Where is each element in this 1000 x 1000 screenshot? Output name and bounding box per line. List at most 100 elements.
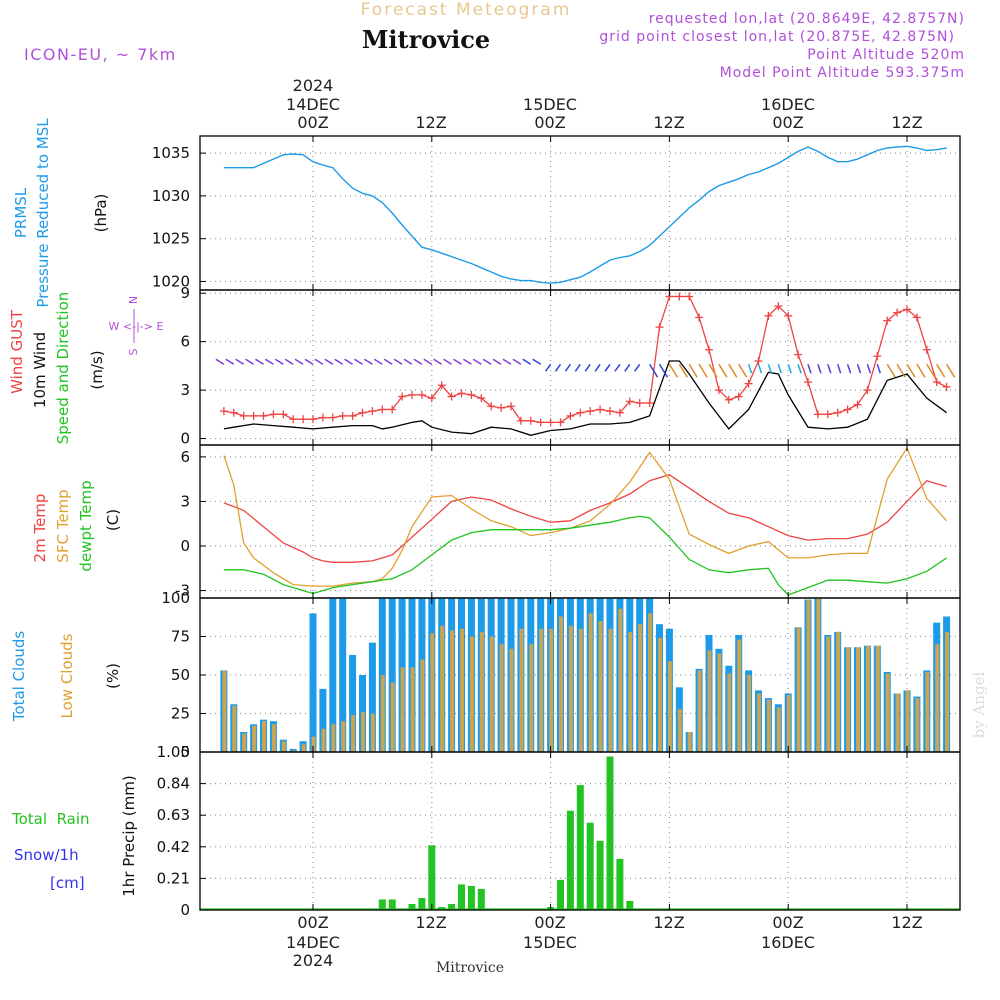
wind-arrow: [492, 358, 502, 365]
low-cloud-bar: [727, 673, 732, 752]
low-cloud-bar: [905, 690, 910, 752]
wind-arrow: [364, 358, 373, 365]
wind-arrow: [502, 358, 512, 365]
low-cloud-bar: [242, 733, 247, 752]
wind-arrow: [718, 363, 728, 378]
total-cloud-bar: [289, 748, 297, 752]
wind-arrow: [532, 358, 542, 365]
low-cloud-bar: [588, 613, 593, 752]
wind-arrow: [304, 358, 314, 365]
wind-arrow: [215, 358, 225, 365]
low-cloud-bar: [786, 695, 791, 752]
rain-bar: [438, 906, 446, 910]
wind-arrow: [787, 364, 792, 374]
y-tick-label: 6: [180, 333, 190, 351]
y-tick-label: 0: [180, 430, 190, 448]
wind-arrow: [433, 358, 443, 365]
y-tick-label: 1035: [152, 144, 190, 162]
rain-bar: [586, 822, 594, 910]
y-tick-label: 9: [180, 284, 190, 302]
low-cloud-bar: [539, 628, 544, 752]
info-model-alt: Model Point Altitude 593.375m: [720, 65, 965, 81]
bottom-tick-5: 00Z: [772, 913, 803, 932]
low-cloud-bar: [479, 631, 484, 752]
wind-arrow: [413, 358, 423, 365]
top-tick-2: 12Z: [415, 113, 446, 132]
gust-line: [223, 295, 947, 424]
low-cloud-bar: [856, 647, 860, 752]
low-cloud-bar: [806, 599, 811, 752]
low-cloud-bar: [737, 639, 742, 752]
low-cloud-bar: [262, 721, 266, 752]
y-tick-label: 1025: [152, 230, 190, 248]
panel-1: 1020 1025 1030 1035: [152, 135, 961, 291]
wind-arrow: [936, 363, 946, 378]
wind-arrow: [777, 364, 783, 374]
low-cloud-bar: [598, 621, 603, 752]
precip-label-2: Snow/1h: [14, 846, 79, 864]
wind-arrow: [876, 364, 882, 374]
cloud-labels: Total Clouds Low Clouds (%): [10, 631, 122, 723]
low-cloud-bar: [608, 628, 613, 752]
cloud-label-2: Low Clouds: [58, 633, 76, 718]
low-cloud-bar: [450, 630, 455, 752]
panel-4: 0 25 50 75 100: [161, 589, 961, 761]
wind-arrow: [423, 358, 433, 365]
low-cloud-bar: [667, 661, 672, 752]
bottom-date-3: 16DEC: [761, 933, 815, 952]
low-cloud-bar: [430, 633, 435, 752]
low-cloud-bar: [222, 670, 227, 752]
low-cloud-bar: [281, 741, 286, 752]
rain-bar: [596, 840, 604, 910]
rain-bar: [428, 845, 436, 910]
low-cloud-bar: [529, 644, 534, 752]
total-cloud-bar: [349, 654, 357, 752]
wind-arrow: [926, 363, 936, 378]
wind-arrow: [393, 358, 403, 365]
low-cloud-bar: [549, 628, 554, 752]
low-cloud-bar: [865, 645, 870, 752]
low-cloud-bar: [895, 693, 900, 752]
wind-arrow: [916, 363, 926, 378]
sfc-line: [223, 446, 948, 587]
temp-label-3: dewpt Temp: [77, 480, 95, 571]
bottom-tick-3: 00Z: [534, 913, 565, 932]
y-tick-label: 1030: [152, 187, 190, 205]
rain-bar: [378, 899, 386, 910]
wind-arrow: [836, 364, 842, 374]
rain-bar: [458, 884, 465, 910]
panel-2: 0 3 6 9: [180, 284, 961, 448]
low-cloud-bar: [252, 725, 257, 752]
wind-arrow: [614, 363, 621, 372]
y-tick-label: 3: [180, 492, 190, 510]
wind-arrow: [453, 358, 462, 365]
watermark: by Angel: [970, 671, 988, 738]
low-cloud-bar: [757, 693, 761, 752]
temp-labels: 2m Temp SFC Temp dewpt Temp (C): [31, 480, 122, 571]
wind-arrow: [443, 358, 452, 365]
low-cloud-bar: [747, 675, 752, 752]
wind-arrow: [757, 364, 763, 374]
rain-bar: [388, 899, 396, 910]
wind-arrow: [512, 358, 522, 365]
low-cloud-bar: [271, 724, 276, 752]
wind-arrow: [594, 363, 601, 372]
info-point-alt: Point Altitude 520m: [807, 47, 965, 63]
low-cloud-bar: [311, 736, 316, 752]
low-cloud-bar: [331, 724, 336, 752]
info-lines: requested lon,lat (20.8649E, 42.8757N) g…: [599, 11, 965, 81]
low-cloud-bar: [638, 624, 643, 752]
low-cloud-bar: [232, 705, 237, 752]
panel-frame: [199, 135, 961, 291]
wind-arrow: [668, 363, 679, 378]
wind-arrow: [463, 358, 472, 365]
wind-arrow: [403, 358, 413, 365]
low-cloud-bar: [499, 644, 504, 752]
wind-label-2: 10m Wind: [31, 332, 49, 408]
wind-arrow: [827, 364, 832, 374]
top-tick-5: 00Z: [772, 113, 803, 132]
total-cloud-bar: [309, 613, 317, 752]
info-closest: grid point closest lon,lat (20.875E, 42.…: [599, 29, 955, 45]
low-cloud-bar: [658, 638, 662, 752]
